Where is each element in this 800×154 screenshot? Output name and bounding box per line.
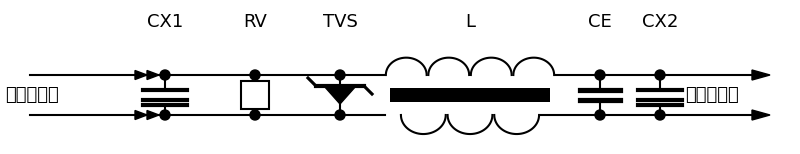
Circle shape — [250, 110, 260, 120]
Polygon shape — [135, 111, 147, 120]
Text: CX1: CX1 — [147, 13, 183, 31]
Polygon shape — [147, 111, 159, 120]
Text: RV: RV — [243, 13, 267, 31]
Polygon shape — [147, 71, 159, 79]
Text: TVS: TVS — [322, 13, 358, 31]
Text: 电源输出端: 电源输出端 — [685, 86, 738, 104]
Polygon shape — [752, 70, 770, 80]
Text: L: L — [465, 13, 475, 31]
Polygon shape — [752, 110, 770, 120]
Circle shape — [655, 70, 665, 80]
Bar — [390, 88, 550, 102]
Text: CE: CE — [588, 13, 612, 31]
Circle shape — [160, 70, 170, 80]
Polygon shape — [135, 71, 147, 79]
Circle shape — [250, 70, 260, 80]
Bar — [241, 81, 269, 109]
Circle shape — [160, 110, 170, 120]
Circle shape — [595, 70, 605, 80]
Text: 电源输入端: 电源输入端 — [5, 86, 58, 104]
Circle shape — [655, 110, 665, 120]
Circle shape — [335, 110, 345, 120]
Text: CX2: CX2 — [642, 13, 678, 31]
Circle shape — [335, 70, 345, 80]
Circle shape — [595, 110, 605, 120]
Polygon shape — [324, 86, 356, 104]
